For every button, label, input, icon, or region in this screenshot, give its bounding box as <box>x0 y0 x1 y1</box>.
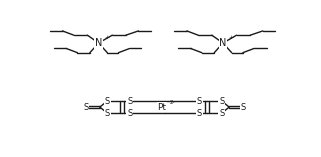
Text: S: S <box>219 97 224 106</box>
Text: S: S <box>197 109 202 118</box>
Text: S: S <box>127 97 132 106</box>
Text: S: S <box>240 103 246 112</box>
Text: S: S <box>219 109 224 118</box>
Text: N: N <box>95 38 102 48</box>
Text: S: S <box>83 103 89 112</box>
Text: S: S <box>197 97 202 106</box>
Text: +: + <box>229 35 234 40</box>
Text: S: S <box>105 109 110 118</box>
Text: +: + <box>104 35 109 40</box>
Text: 2-: 2- <box>170 100 176 105</box>
Text: S: S <box>105 97 110 106</box>
Text: Pt: Pt <box>158 103 167 112</box>
Text: N: N <box>219 38 227 48</box>
Text: S: S <box>127 109 132 118</box>
